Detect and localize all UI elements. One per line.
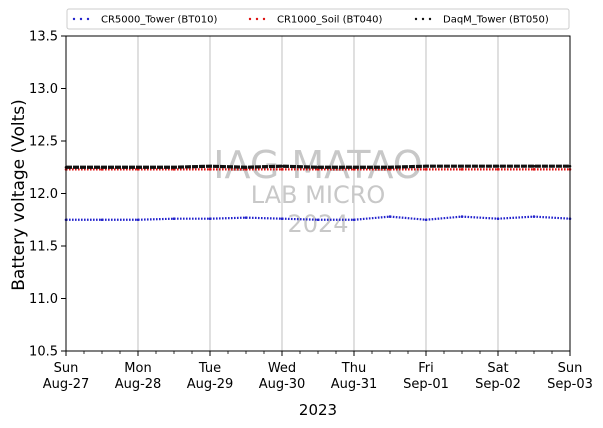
series-2-point-12 — [496, 164, 500, 168]
series-1-point-12 — [496, 168, 500, 171]
series-0-point-4 — [208, 217, 212, 220]
x-tick-day-7: Sun — [558, 361, 583, 376]
y-tick-label-5: 13.0 — [29, 82, 58, 97]
watermark-line2: LAB MICRO — [251, 181, 386, 209]
x-tick-day-1: Mon — [124, 361, 151, 376]
series-layer — [64, 164, 572, 222]
legend-marker-1-1 — [255, 17, 259, 21]
legend: CR5000_Tower (BT010) CR1000_Soil (BT040) D… — [66, 8, 570, 30]
x-tick-day-4: Thu — [341, 361, 366, 376]
legend-marker-0-1 — [79, 17, 83, 21]
series-2-point-8 — [352, 165, 356, 169]
watermark: IAG MATAO LAB MICRO 2024 — [213, 143, 422, 238]
series-2-point-9 — [388, 165, 392, 169]
series-2-point-3 — [172, 165, 176, 169]
x-tick-day-5: Fri — [418, 361, 434, 376]
y-tick-label-6: 13.5 — [29, 30, 58, 45]
legend-marker-0-2 — [86, 17, 90, 21]
series-1-point-11 — [460, 168, 464, 171]
series-1-point-13 — [532, 168, 536, 171]
series-0-point-5 — [244, 216, 248, 219]
x-tick-date-0: Aug-27 — [43, 377, 90, 392]
series-0-point-10 — [424, 218, 428, 222]
series-0-point-7 — [316, 218, 320, 222]
plot-area — [66, 36, 570, 351]
watermark-line1: IAG MATAO — [213, 143, 422, 187]
x-tick-date-5: Sep-01 — [403, 377, 449, 392]
series-0-point-6 — [280, 217, 284, 220]
series-0-point-13 — [532, 215, 536, 218]
series-0-point-3 — [172, 217, 176, 220]
legend-marker-0-0 — [72, 17, 76, 21]
series-2-point-4 — [208, 164, 212, 168]
series-2-point-11 — [460, 164, 464, 168]
x-tick-date-2: Aug-29 — [187, 377, 234, 392]
x-tick-day-0: Sun — [54, 361, 79, 376]
x-tick-date-1: Aug-28 — [115, 377, 162, 392]
watermark-line3: 2024 — [287, 210, 348, 238]
x-tick-day-6: Sat — [487, 361, 508, 376]
series-1-point-6 — [280, 168, 284, 171]
x-tick-date-4: Aug-31 — [331, 377, 378, 392]
y-tick-label-2: 11.5 — [29, 240, 58, 255]
series-2-point-1 — [100, 165, 104, 169]
legend-label-1: CR1000_Soil (BT040) — [277, 15, 383, 26]
legend-marker-2-1 — [421, 17, 425, 21]
y-axis-title: Battery voltage (Volts) — [9, 99, 29, 290]
series-2-point-5 — [244, 165, 248, 169]
legend-frame — [66, 8, 570, 30]
x-tick-date-6: Sep-02 — [475, 377, 521, 392]
series-0-point-11 — [460, 215, 464, 218]
series-1-point-4 — [208, 168, 212, 171]
legend-marker-2-2 — [428, 17, 432, 21]
series-0-point-8 — [352, 218, 356, 222]
legend-marker-1-2 — [262, 17, 266, 21]
series-2-point-6 — [280, 164, 284, 168]
legend-label-2: DaqM_Tower (BT050) — [443, 15, 549, 26]
x-axis-title: 2023 — [299, 401, 337, 419]
y-tick-label-0: 10.5 — [29, 345, 58, 360]
series-2-point-2 — [136, 165, 140, 169]
y-tick-label-3: 12.0 — [29, 187, 58, 202]
series-2-point-7 — [316, 165, 320, 169]
series-2-point-10 — [424, 164, 428, 168]
series-2-point-13 — [532, 164, 536, 168]
series-0-point-12 — [496, 217, 500, 220]
legend-label-0: CR5000_Tower (BT010) — [101, 15, 217, 26]
y-tick-label-4: 12.5 — [29, 135, 58, 150]
x-tick-date-7: Sep-03 — [547, 377, 593, 392]
y-tick-label-1: 11.0 — [29, 292, 58, 307]
series-0-point-9 — [388, 215, 392, 218]
series-0-point-2 — [136, 218, 140, 222]
legend-marker-1-0 — [248, 17, 252, 21]
x-tick-day-3: Wed — [268, 361, 296, 376]
y-axis: 10.5 11.0 11.5 12.0 12.5 13.0 13.5 — [29, 30, 66, 360]
gridlines — [137, 36, 499, 351]
x-tick-day-2: Tue — [198, 361, 221, 376]
series-0-point-1 — [100, 218, 104, 222]
x-tick-date-3: Aug-30 — [259, 377, 306, 392]
legend-marker-2-0 — [414, 17, 418, 21]
series-1-point-10 — [424, 168, 428, 171]
x-axis: SunAug-27MonAug-28TueAug-29WedAug-30ThuA… — [43, 351, 593, 392]
